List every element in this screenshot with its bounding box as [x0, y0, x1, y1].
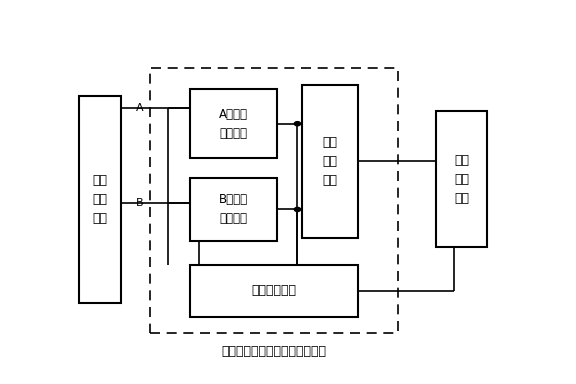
Text: A: A: [136, 103, 143, 113]
Text: 二倍
频计
数器: 二倍 频计 数器: [454, 154, 469, 205]
Bar: [436, 111, 487, 247]
Text: A相信号
整形电路: A相信号 整形电路: [219, 108, 248, 140]
Text: B: B: [136, 198, 143, 208]
Bar: [190, 89, 278, 159]
Bar: [190, 178, 278, 241]
Circle shape: [294, 122, 301, 126]
Bar: [79, 96, 121, 303]
Bar: [190, 265, 358, 317]
Circle shape: [294, 207, 301, 212]
Text: 光电编码电路输出信号整形电路: 光电编码电路输出信号整形电路: [222, 345, 327, 358]
Text: 信号
甄别
电路: 信号 甄别 电路: [323, 136, 338, 187]
Bar: [302, 84, 358, 238]
Text: 方向识别电路: 方向识别电路: [252, 284, 297, 297]
Text: B相信号
整形电路: B相信号 整形电路: [219, 194, 248, 225]
Text: 光电
编码
电路: 光电 编码 电路: [92, 174, 107, 225]
Bar: [150, 68, 398, 333]
